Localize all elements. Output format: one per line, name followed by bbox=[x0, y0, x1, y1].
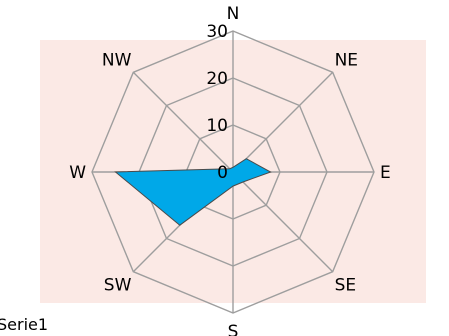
tick-labels: 0 10 20 30 bbox=[206, 22, 228, 183]
spoke-line bbox=[232, 71, 334, 173]
direction-label-n: N bbox=[227, 4, 240, 24]
tick-label: 30 bbox=[206, 22, 228, 42]
tick-label: 10 bbox=[206, 116, 228, 136]
direction-labels: N NE E SE S SW W NW bbox=[69, 4, 391, 336]
spoke-line bbox=[232, 171, 334, 273]
tick-label: 0 bbox=[217, 163, 228, 183]
series-area bbox=[114, 158, 272, 226]
direction-label-e: E bbox=[380, 163, 391, 183]
spoke-line bbox=[132, 71, 234, 173]
direction-label-ne: NE bbox=[335, 51, 358, 71]
legend-label: Serie1 bbox=[0, 315, 48, 334]
direction-label-w: W bbox=[69, 163, 86, 183]
tick-label: 20 bbox=[206, 69, 228, 89]
direction-label-s: S bbox=[228, 322, 239, 336]
direction-label-nw: NW bbox=[102, 51, 132, 71]
direction-label-se: SE bbox=[335, 275, 357, 295]
series-layer bbox=[114, 158, 272, 226]
direction-label-sw: SW bbox=[104, 275, 132, 295]
